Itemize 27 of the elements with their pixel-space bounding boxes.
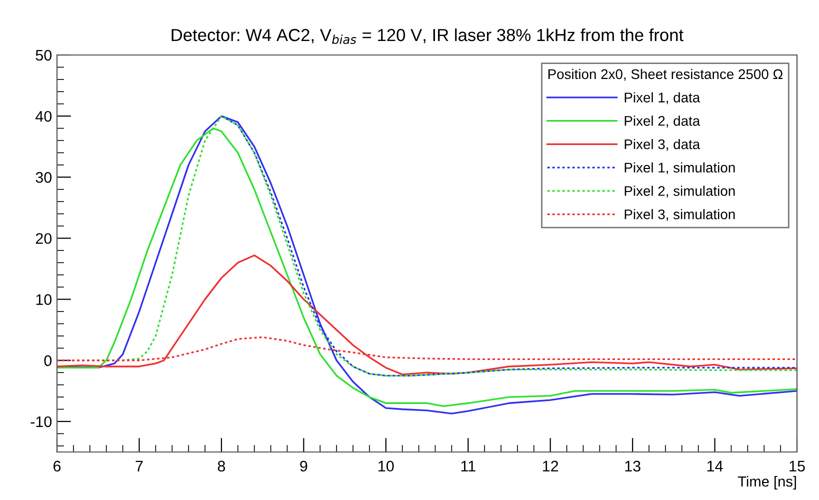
line-series	[57, 254, 797, 376]
legend-label: Pixel 2, simulation	[624, 186, 735, 198]
x-tick-label: 13	[625, 460, 640, 472]
x-tick-label: 12	[543, 460, 558, 472]
y-tick-label: 50	[36, 50, 52, 61]
x-tick-label: 10	[378, 460, 394, 472]
y-tick-label: -10	[30, 416, 52, 428]
x-tick-label: 9	[300, 460, 308, 472]
x-tick-label: 7	[136, 460, 143, 472]
legend-title: Position 2x0, Sheet resistance 2500 Ω	[548, 68, 783, 81]
y-tick-label: 30	[36, 172, 52, 183]
x-axis-title: Time [ns]	[738, 476, 796, 490]
legend-label: Pixel 3, simulation	[624, 209, 735, 221]
y-tick-label: 0	[44, 355, 52, 366]
y-tick-label: 10	[36, 294, 52, 305]
x-tick-label: 14	[707, 460, 723, 472]
x-tick-label: 8	[218, 460, 226, 472]
legend-label: Pixel 1, data	[624, 92, 700, 104]
x-tick-label: 11	[461, 460, 476, 472]
x-tick-label: 6	[54, 460, 61, 472]
legend-label: Pixel 3, data	[624, 138, 700, 151]
legend-label: Pixel 1, simulation	[624, 162, 735, 174]
chart-title: Detector: W4 AC2, V$_{bias}$ = 120 V, IR laser 38% 1kHz from the front	[172, 28, 684, 44]
y-tick-label: 20	[36, 233, 52, 244]
legend-label: Pixel 2, data	[624, 116, 700, 128]
x-tick-label: 15	[790, 460, 805, 472]
y-tick-label: 40	[36, 110, 52, 122]
